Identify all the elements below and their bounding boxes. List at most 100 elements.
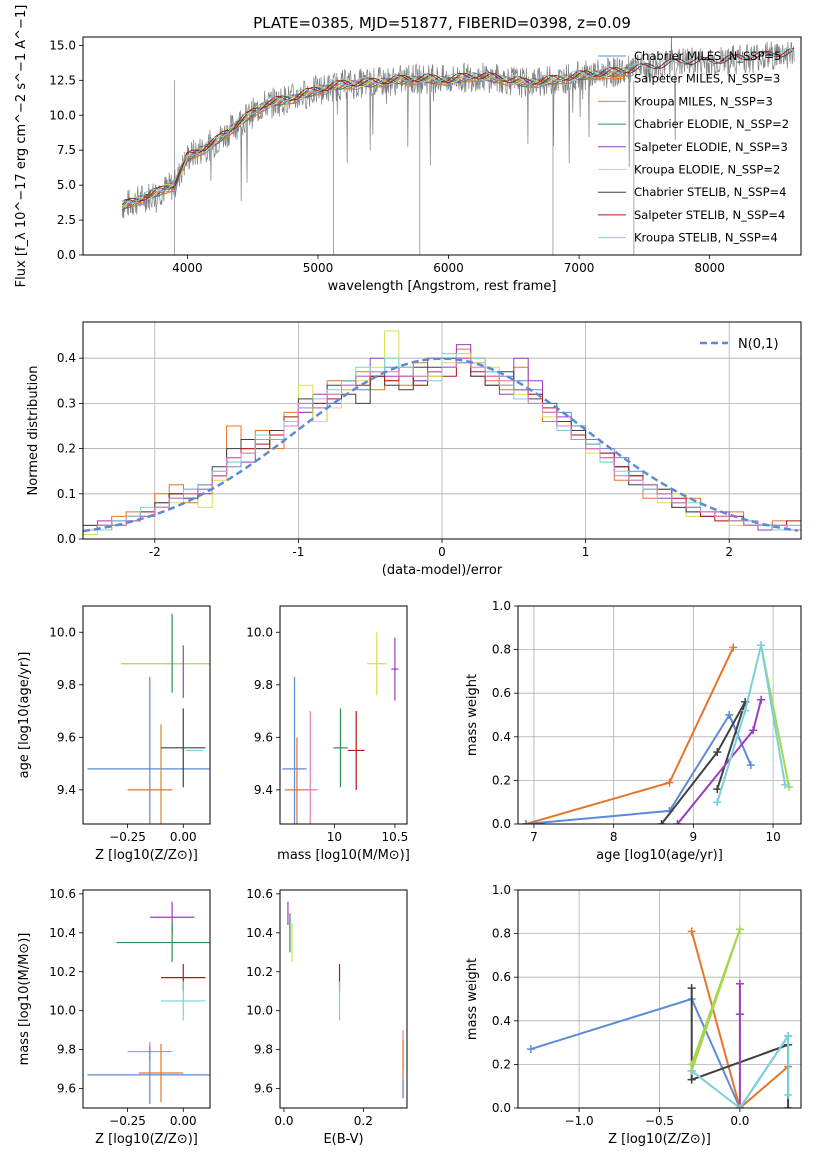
y-tick-label: 9.4 [254,783,273,797]
legend-label: Kroupa ELODIE, N_SSP=2 [634,163,780,177]
axes-frame [82,889,211,1109]
error-bar-point [116,923,210,963]
y-tick-label: 1.0 [492,883,511,897]
y-axis-label: age [log10(age/yr)] [17,652,32,779]
y-tick-label: 7.5 [57,143,76,157]
axes-frame [82,321,802,540]
axes-frame [279,605,408,825]
error-bars [87,613,210,824]
x-tick-label: 5000 [303,261,334,275]
y-tick-label: 10.2 [49,965,76,979]
x-axis-label: Z [log10(Z/Z⊙)] [95,848,198,863]
y-tick-label: 0.0 [492,817,511,831]
axes-frame [279,889,408,1109]
y-tick-label: 0.6 [492,686,511,700]
x-tick-label: 4000 [172,261,203,275]
y-axis-label: Normed distribution [26,366,41,496]
error-bar-point [160,981,206,1021]
y-tick-label: 9.6 [57,1082,76,1096]
x-tick-label: 2 [725,545,733,559]
plus-marker [713,785,722,794]
y-tick-label: 10.0 [246,625,273,639]
axes-frame [517,889,802,1109]
y-tick-label: 0.4 [492,730,511,744]
weight-line [525,712,752,824]
plus-marker [784,1104,793,1108]
plus-marker [757,695,766,704]
histogram-step [83,357,801,531]
x-tick-label: 8000 [694,261,725,275]
histograms [83,330,801,535]
x-tick-label: −0.25 [109,1114,146,1128]
x-tick-label: 7 [530,830,538,844]
y-tick-label: 9.6 [254,1082,273,1096]
axes-frame [82,605,211,825]
legend-label: Salpeter STELIB, N_SSP=4 [634,208,785,222]
error-bar-point [347,711,365,790]
x-tick-label: 10 [327,830,342,844]
plus-marker [713,798,722,807]
y-tick-label: 10.2 [246,965,273,979]
x-tick-label: 0.0 [730,1114,749,1128]
y-tick-label: 9.8 [57,678,76,692]
x-tick-label: 1 [582,545,590,559]
plus-marker [735,1010,744,1019]
x-tick-label: 9 [690,830,698,844]
plus-marker [757,641,766,650]
plus-marker [781,780,790,789]
plus-marker [735,979,744,988]
plus-marker [687,1075,696,1084]
x-tick-label: 8 [610,830,618,844]
error-bar-point [160,708,206,788]
x-tick-label: 7000 [564,261,595,275]
x-axis-label: wavelength [Angstrom, rest frame] [328,279,557,294]
y-tick-label: 10.0 [49,625,76,639]
y-tick-label: 0.8 [492,643,511,657]
y-tick-label: 10.0 [246,1004,273,1018]
error-bar-point [282,676,307,824]
legend-label: Chabrier ELODIE, N_SSP=2 [634,117,789,131]
x-axis-label: (data-model)/error [382,563,503,578]
error-bar-point [87,676,210,824]
y-tick-label: 0.3 [57,396,76,410]
y-tick-label: 12.5 [49,73,76,87]
legend-label: N(0,1) [738,337,779,352]
plus-marker [665,778,674,787]
legend-label: Chabrier MILES, N_SSP=5 [634,49,781,63]
legend-label: Salpeter ELODIE, N_SSP=3 [634,140,788,154]
plus-marker [735,1104,744,1108]
x-tick-label: -2 [149,545,161,559]
y-tick-label: 0.6 [492,970,511,984]
x-tick-label: 0.00 [170,830,197,844]
x-tick-label: 10.5 [382,830,409,844]
y-tick-label: 0.4 [57,351,76,365]
y-tick-label: 10.4 [246,926,273,940]
y-tick-label: 9.6 [57,730,76,744]
y-tick-label: 0.4 [492,1014,511,1028]
plus-marker [673,820,682,824]
mass-vs-metallicity-panel: −0.25 0.00 9.6 9.8 10.0 10.2 10.4 10.6 Z [log10(… [17,887,211,1147]
model-line [121,49,794,206]
age-vs-metallicity-panel: −0.25 0.00 9.4 9.6 9.8 10.0 Z [log10(Z/Z⊙)] age… [17,605,211,863]
weight-line [660,701,747,824]
y-tick-label: 0.2 [492,1057,511,1071]
residuals-panel: -2 -1 0 1 2 0.0 0.1 0.2 0.3 0.4 (data-model)/error… [26,321,802,578]
x-tick-label: 6000 [433,261,464,275]
plus-marker [735,925,744,934]
plus-marker [746,761,755,770]
y-tick-label: 9.6 [254,730,273,744]
y-tick-label: 9.8 [254,1043,273,1057]
y-tick-label: 0.0 [492,1101,511,1115]
x-tick-label: 10 [765,830,780,844]
normal-curve [83,357,799,533]
x-tick-label: 0.2 [354,1114,373,1128]
plus-marker [749,726,758,735]
spectrum-lines [121,37,795,255]
plus-marker [687,984,696,993]
y-tick-label: 0.2 [57,442,76,456]
plus-marker [713,748,722,757]
plus-marker [729,643,738,652]
x-tick-label: −0.5 [645,1114,674,1128]
x-axis-label: mass [log10(M/M⊙)] [277,848,410,863]
